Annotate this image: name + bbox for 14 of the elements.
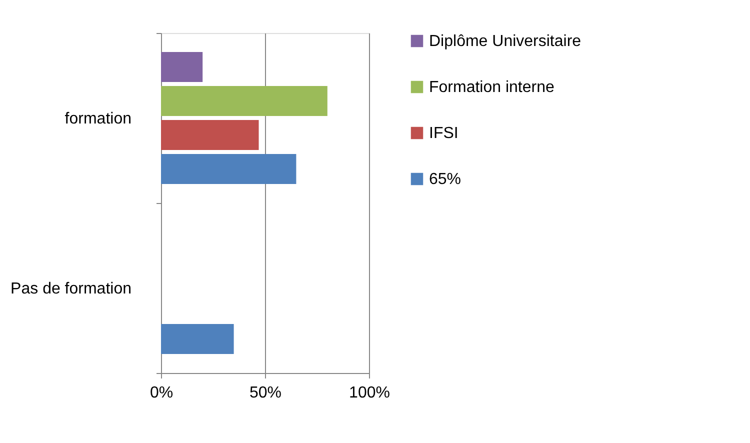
bar: [161, 86, 328, 116]
legend-label: IFSI: [429, 125, 458, 142]
y-tick-label: formation: [64, 110, 132, 128]
legend-label: Diplôme Universitaire: [429, 33, 582, 50]
bar: [161, 154, 296, 184]
bar: [161, 324, 234, 354]
bar: [161, 120, 259, 150]
legend-label: 65%: [429, 171, 462, 188]
x-tick-label: 100%: [349, 384, 390, 402]
bar: [161, 52, 203, 82]
y-tick-label: Pas de formation: [10, 280, 132, 298]
x-tick-label: 50%: [249, 384, 282, 402]
legend-label: Formation interne: [429, 79, 554, 96]
x-tick-label: 0%: [150, 384, 174, 402]
